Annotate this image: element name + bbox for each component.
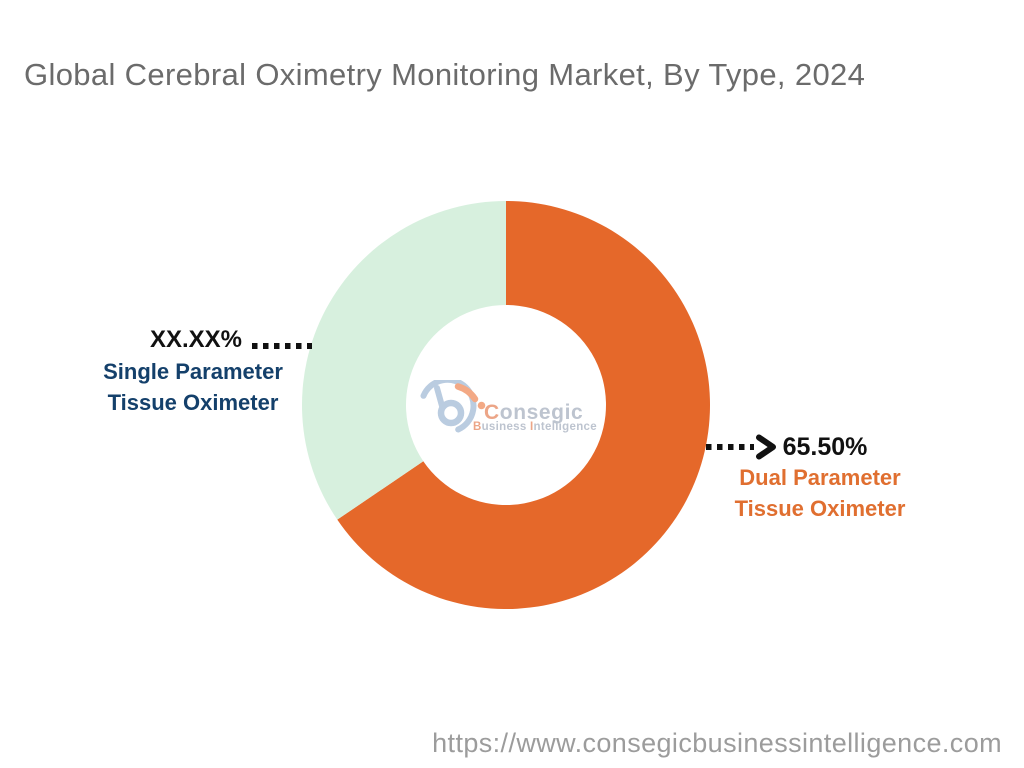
single-parameter-segment-label: Single Parameter Tissue Oximeter <box>83 356 303 418</box>
brand-rest: onsegic <box>499 401 584 424</box>
watermark-brand-name: Consegic <box>484 401 583 425</box>
logo-b-stem <box>434 385 445 409</box>
donut-segment-dual-parameter-tissue-oximeter <box>337 201 711 610</box>
logo-dot <box>477 401 486 410</box>
tagline-part: usiness <box>481 421 531 433</box>
single-parameter-percent-label: XX.XX% <box>149 326 243 353</box>
dual-parameter-segment-label: Dual Parameter Tissue Oximeter <box>708 462 932 524</box>
brand-initial: C <box>484 401 500 424</box>
logo-b-bowl <box>437 399 465 427</box>
donut-segment-single-parameter-tissue-oximeter <box>302 201 506 520</box>
tagline-part: I <box>530 421 534 433</box>
segment-label-line1: Dual Parameter <box>739 465 901 490</box>
source-url: https://www.consegicbusinessintelligence… <box>432 728 1002 758</box>
leader-arrowhead-icon <box>756 434 776 460</box>
watermark-logo: Consegic Business Intelligence <box>418 380 598 450</box>
chart-title: Global Cerebral Oximetry Monitoring Mark… <box>24 57 866 92</box>
dual-parameter-percent-label: 65.50% <box>782 433 868 461</box>
segment-label-line1: Single Parameter <box>103 359 283 384</box>
tagline-part: ntelligence <box>533 421 597 433</box>
segment-label-line2: Tissue Oximeter <box>107 390 279 415</box>
segment-label-line2: Tissue Oximeter <box>734 496 906 521</box>
watermark-tagline: Business Intelligence <box>473 421 597 433</box>
consegic-logo-icon <box>420 380 486 433</box>
tagline-part: B <box>473 421 482 433</box>
logo-swoosh <box>454 383 479 403</box>
